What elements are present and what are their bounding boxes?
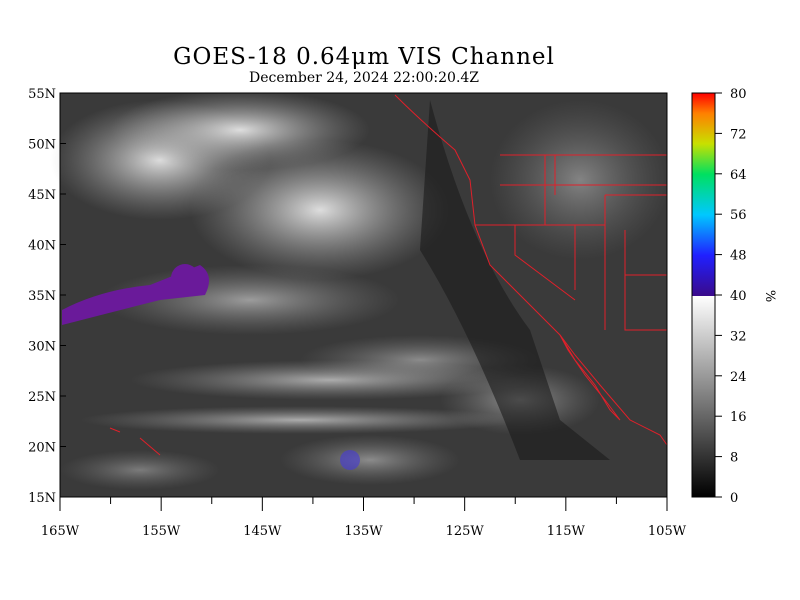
latitude-axis: 55N 50N 45N 40N 35N 30N 25N 20N 15N <box>28 87 66 506</box>
colorbar-tick-label: 32 <box>730 329 747 344</box>
colorbar-tick-label: 72 <box>730 127 747 142</box>
colorbar-tick-label: 16 <box>730 410 747 425</box>
colorbar-tick-label: 8 <box>730 451 738 466</box>
colorbar-tick-label: 56 <box>730 208 747 223</box>
lat-label: 45N <box>28 188 56 203</box>
colorbar-tick-label: 64 <box>730 168 747 183</box>
lon-label: 155W <box>142 524 181 539</box>
colorbar-tick-label: 80 <box>730 87 747 102</box>
lon-label: 145W <box>243 524 282 539</box>
chart-title: GOES-18 0.64μm VIS Channel <box>173 44 555 70</box>
lat-label: 35N <box>28 289 56 304</box>
colorbar-tick-label: 0 <box>730 491 738 506</box>
longitude-axis: 165W 155W 145W 135W 125W 115W 105W <box>41 497 687 539</box>
cloud-layer <box>50 90 670 490</box>
lat-label: 50N <box>28 138 56 153</box>
lat-label: 20N <box>28 441 56 456</box>
colorbar-unit: % <box>762 290 777 302</box>
lat-label: 25N <box>28 390 56 405</box>
lon-label: 165W <box>41 524 80 539</box>
lon-label: 135W <box>344 524 383 539</box>
lon-label: 125W <box>446 524 485 539</box>
colorbar-gray <box>692 296 715 497</box>
lon-label: 115W <box>547 524 586 539</box>
lat-label: 30N <box>28 340 56 355</box>
lat-label: 40N <box>28 239 56 254</box>
colorbar-tick-label: 40 <box>730 289 747 304</box>
colorbar-tick-label: 48 <box>730 249 747 264</box>
colorbar-tick-label: 24 <box>730 370 747 385</box>
lat-label: 15N <box>28 491 56 506</box>
lat-label: 55N <box>28 87 56 102</box>
lon-label: 105W <box>648 524 687 539</box>
colorbar-color <box>692 93 715 296</box>
timestamp-subtitle: December 24, 2024 22:00:20.4Z <box>248 70 480 86</box>
state-borders <box>109 94 668 456</box>
high-reflectance-patches <box>62 264 360 470</box>
